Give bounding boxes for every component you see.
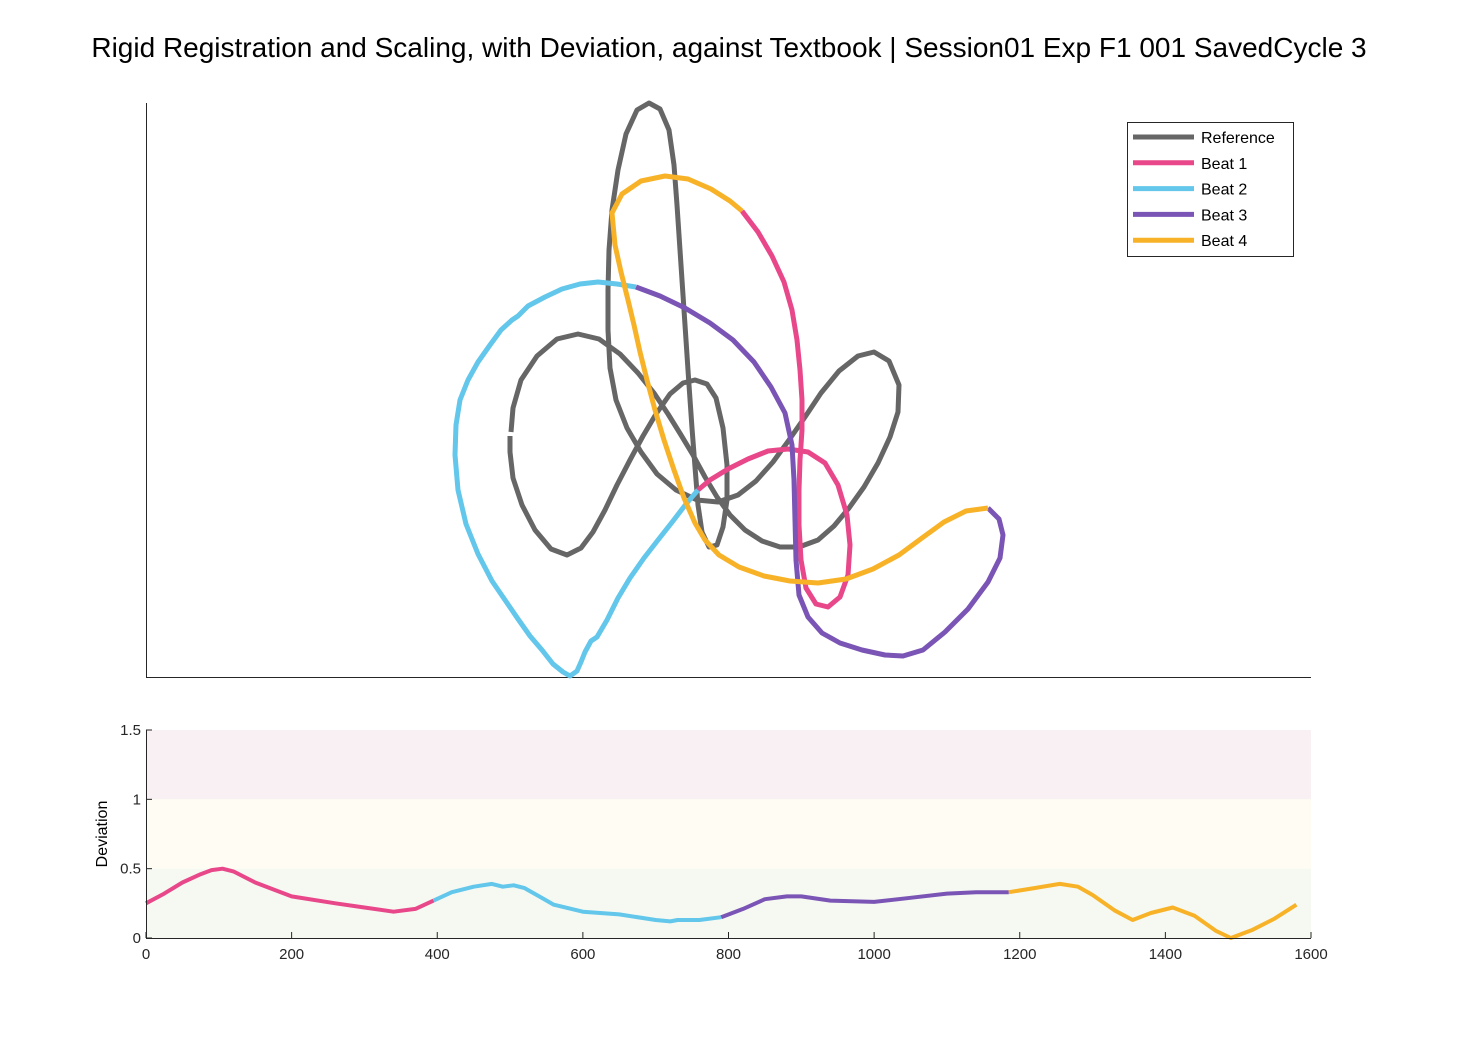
trajectory-series-group [452,100,1006,679]
legend-label-beat-4: Beat 4 [1201,233,1247,250]
trajectory-line-beat-3 [635,284,1006,659]
x-tick-label: 1400 [1149,946,1182,963]
legend-box [1127,122,1294,257]
trajectory-line-reference [507,100,902,558]
deviation-line-beat-2 [432,881,722,924]
legend: Reference Beat 1 Beat 2 Beat 3 Beat 4 [1127,122,1294,257]
trajectory-line-beat-1 [696,209,853,610]
legend-label-reference: Reference [1201,130,1275,147]
chart-title: Rigid Registration and Scaling, with Dev… [91,32,1367,63]
y-tick-label: 1 [133,791,141,808]
x-tick-label: 200 [279,946,304,963]
deviation-y-axis-label: Deviation [94,801,111,868]
legend-label-beat-2: Beat 2 [1201,182,1247,199]
x-tick-label: 1200 [1003,946,1036,963]
deviation-band-green [146,868,1311,938]
trajectory-line-beat-4 [609,173,989,586]
deviation-axes: 0 200 400 600 800 1000 1200 1400 1600 0 0.5 1 1.5 De… [94,722,1328,963]
x-tick-label: 800 [716,946,741,963]
deviation-band-red [146,730,1311,800]
legend-label-beat-1: Beat 1 [1201,156,1247,173]
y-tick-label: 0 [133,930,141,947]
y-tick-label: 0.5 [120,861,141,878]
legend-label-beat-3: Beat 3 [1201,207,1247,224]
deviation-line-beat-1 [145,866,435,914]
x-tick-label: 400 [425,946,450,963]
x-tick-label: 1600 [1294,946,1327,963]
trajectory-axes [146,100,1311,679]
x-tick-label: 1000 [857,946,890,963]
deviation-line-beat-4 [1008,881,1298,940]
trajectory-line-beat-2 [452,279,700,679]
deviation-band-yellow [146,799,1311,869]
deviation-series-group [145,866,1298,940]
x-tick-label: 600 [570,946,595,963]
deviation-line-beat-3 [720,890,1009,920]
x-tick-label: 0 [142,946,150,963]
y-tick-label: 1.5 [120,722,141,739]
